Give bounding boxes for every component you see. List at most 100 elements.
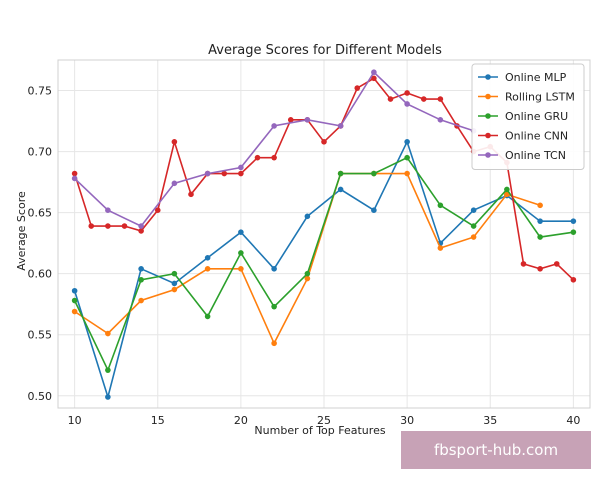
data-point bbox=[470, 234, 477, 240]
data-point bbox=[204, 313, 211, 320]
data-point bbox=[138, 223, 144, 229]
legend-item: Online GRU bbox=[478, 110, 568, 123]
data-point bbox=[504, 186, 510, 193]
legend-label: Online TCN bbox=[505, 149, 566, 162]
data-point bbox=[171, 270, 178, 277]
data-point bbox=[138, 297, 144, 304]
data-point bbox=[371, 207, 377, 213]
data-point bbox=[304, 275, 311, 282]
data-point bbox=[470, 207, 477, 213]
y-tick-label: 0.75 bbox=[28, 85, 53, 98]
watermark-text: fbsport-hub.com bbox=[433, 441, 559, 459]
data-point bbox=[154, 207, 161, 213]
legend: Online MLP Rolling LSTM Online GRU Online C… bbox=[471, 63, 585, 170]
data-point bbox=[304, 213, 311, 220]
x-tick-label: 40 bbox=[566, 414, 580, 427]
legend-marker bbox=[485, 74, 491, 80]
y-axis-label: Average Score bbox=[15, 191, 28, 271]
data-point bbox=[437, 245, 444, 251]
data-point bbox=[537, 218, 543, 224]
data-point bbox=[437, 202, 444, 209]
data-point bbox=[570, 218, 577, 224]
data-point bbox=[287, 117, 294, 123]
y-tick-label: 0.70 bbox=[28, 146, 53, 159]
data-point bbox=[238, 266, 244, 272]
data-point bbox=[171, 180, 178, 187]
legend-marker bbox=[485, 113, 491, 119]
data-point bbox=[271, 154, 277, 161]
series-line bbox=[73, 156, 574, 373]
data-point bbox=[138, 276, 144, 283]
series-rolling-lstm bbox=[71, 170, 543, 347]
y-tick-label: 0.50 bbox=[28, 390, 53, 403]
data-point bbox=[504, 191, 510, 198]
data-point bbox=[238, 170, 244, 177]
data-point bbox=[404, 170, 410, 177]
legend-box bbox=[471, 63, 585, 170]
data-point bbox=[404, 154, 410, 161]
data-point bbox=[570, 229, 577, 235]
series-online-tcn bbox=[71, 69, 477, 229]
data-point bbox=[371, 75, 377, 82]
data-point bbox=[171, 286, 178, 293]
legend-label: Online CNN bbox=[505, 130, 568, 143]
y-tick-label: 0.60 bbox=[28, 268, 53, 281]
data-point bbox=[138, 266, 144, 272]
data-point bbox=[271, 123, 277, 129]
data-point bbox=[470, 223, 477, 229]
plot-area bbox=[57, 59, 591, 409]
x-axis-label: Number of Top Features bbox=[254, 424, 385, 437]
legend-marker bbox=[485, 152, 491, 158]
data-point bbox=[138, 228, 144, 234]
data-point bbox=[71, 287, 78, 294]
data-point bbox=[337, 170, 344, 177]
x-tick-label: 35 bbox=[483, 414, 497, 427]
legend-item: Rolling LSTM bbox=[478, 91, 575, 104]
data-point bbox=[254, 154, 261, 161]
legend-label: Online MLP bbox=[505, 71, 567, 84]
data-point bbox=[105, 367, 111, 373]
data-point bbox=[404, 90, 410, 96]
data-point bbox=[537, 234, 543, 240]
data-point bbox=[387, 96, 394, 102]
data-point bbox=[437, 117, 444, 123]
data-point bbox=[404, 101, 410, 107]
data-point bbox=[437, 96, 444, 102]
legend-label: Online GRU bbox=[505, 110, 568, 123]
series-online-gru bbox=[71, 154, 577, 373]
y-tick-label: 0.55 bbox=[28, 329, 53, 342]
data-point bbox=[121, 223, 128, 229]
data-point bbox=[105, 223, 111, 229]
y-tick-label: 0.65 bbox=[28, 207, 53, 220]
data-point bbox=[371, 170, 377, 177]
data-point bbox=[537, 266, 543, 272]
data-point bbox=[71, 170, 78, 177]
data-point bbox=[88, 223, 95, 229]
data-point bbox=[337, 123, 344, 129]
axis-ticks: 10 15 20 25 30 35 40 0.50 0.55 0.60 0.65 0.70 0.75 bbox=[28, 85, 581, 427]
data-point bbox=[204, 170, 211, 177]
legend-item: Online TCN bbox=[478, 149, 566, 162]
x-tick-label: 25 bbox=[317, 414, 331, 427]
data-point bbox=[321, 139, 327, 145]
x-tick-label: 10 bbox=[68, 414, 82, 427]
legend-item: Online CNN bbox=[478, 130, 568, 143]
data-point bbox=[304, 117, 311, 123]
data-point bbox=[105, 394, 111, 400]
legend-label: Rolling LSTM bbox=[505, 91, 575, 104]
data-point bbox=[204, 255, 211, 261]
data-point bbox=[221, 170, 228, 177]
data-point bbox=[271, 303, 277, 310]
data-point bbox=[304, 270, 311, 277]
data-point bbox=[71, 308, 78, 315]
data-point bbox=[404, 139, 410, 145]
data-point bbox=[520, 261, 527, 267]
watermark-banner: fbsport-hub.com bbox=[401, 431, 591, 469]
data-point bbox=[105, 330, 111, 337]
data-point bbox=[204, 266, 211, 272]
data-point bbox=[553, 261, 560, 267]
series-lines bbox=[71, 69, 577, 400]
data-point bbox=[570, 276, 577, 283]
legend-marker bbox=[485, 132, 491, 139]
data-point bbox=[188, 191, 194, 198]
